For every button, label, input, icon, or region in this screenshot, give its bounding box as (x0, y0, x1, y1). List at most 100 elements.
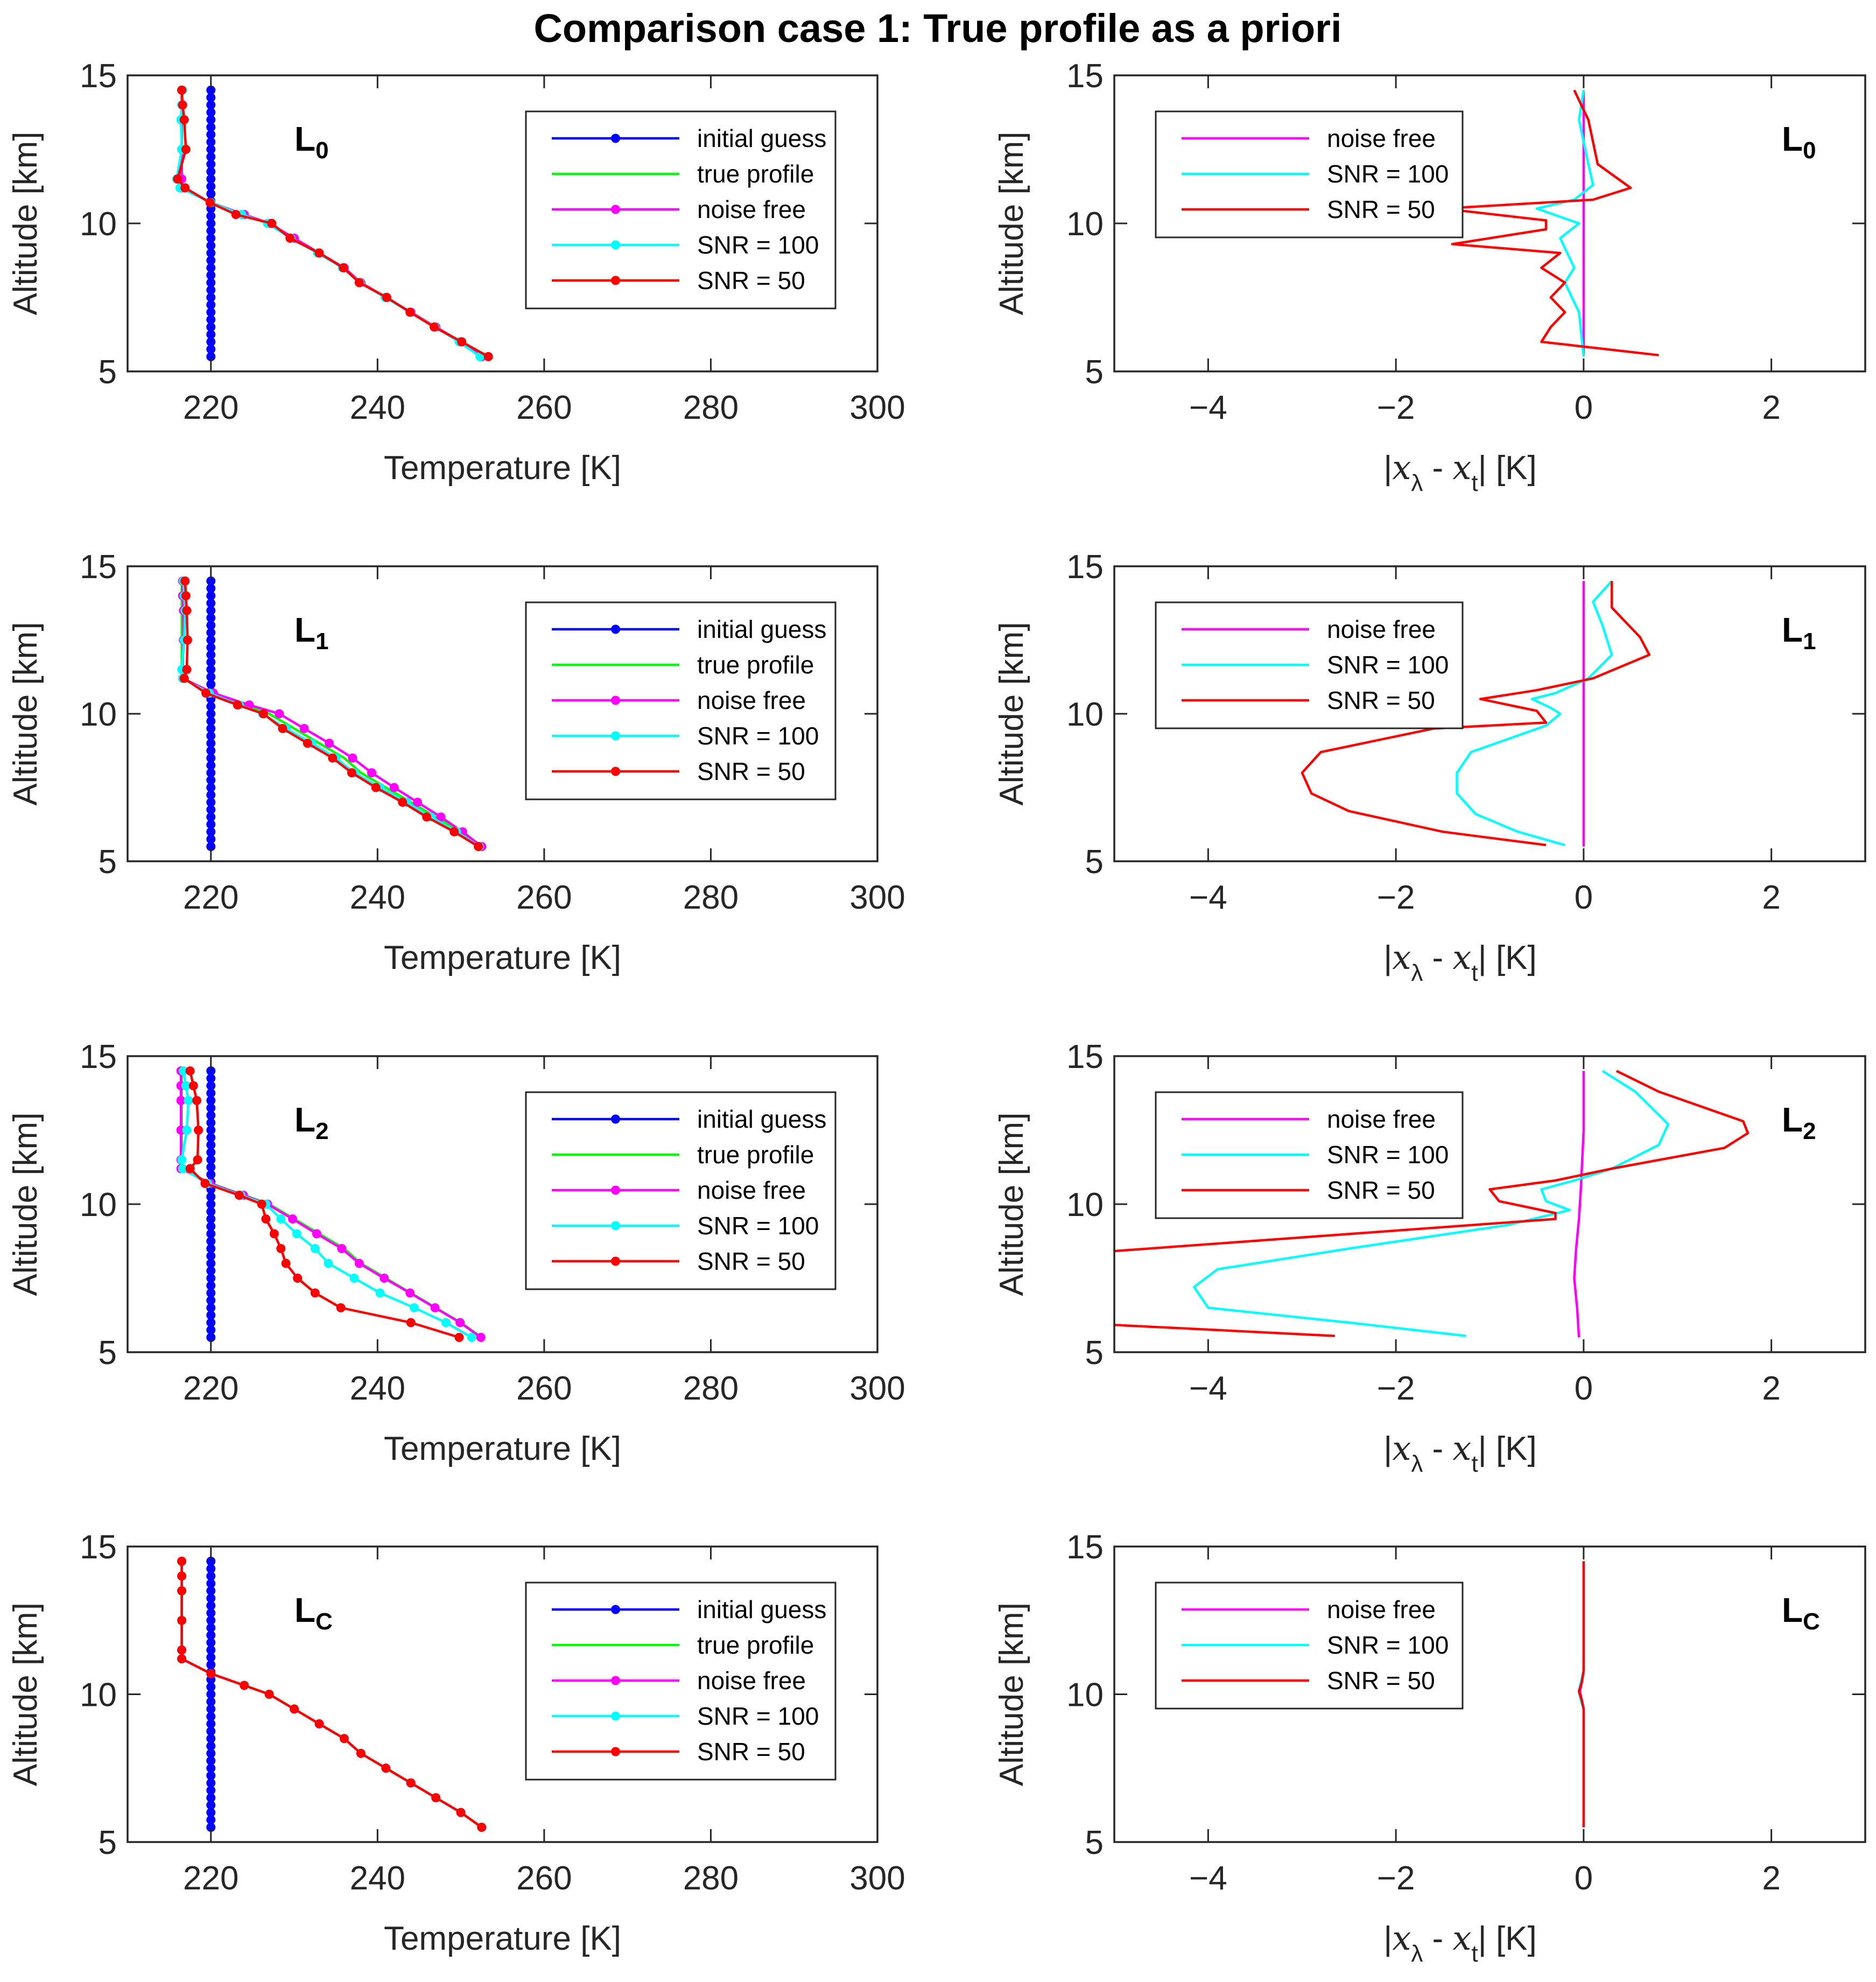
panel-label: LC (294, 1591, 333, 1635)
legend-entry-true_profile: true profile (697, 1631, 814, 1659)
data-point-initial_guess (206, 1148, 216, 1157)
data-point-snr100 (310, 1244, 320, 1253)
data-point-initial_guess (206, 746, 216, 755)
series-group (1301, 580, 1651, 847)
y-tick-label: 5 (99, 1824, 117, 1861)
data-point-initial_guess (206, 115, 216, 124)
data-point-initial_guess (206, 1303, 216, 1312)
legend-entry-initial_guess: initial guess (697, 1596, 826, 1623)
data-point-initial_guess (206, 1229, 216, 1239)
data-point-snr50 (188, 1081, 198, 1091)
data-point-initial_guess (206, 263, 216, 272)
data-point-snr50 (431, 1793, 441, 1803)
x-tick-label: 2 (1762, 389, 1780, 426)
data-point-snr50 (193, 1155, 202, 1164)
legend-entry-snr50: SNR = 50 (1327, 686, 1435, 714)
data-point-initial_guess (206, 709, 216, 719)
data-point-snr50 (285, 234, 295, 243)
data-point-initial_guess (206, 753, 216, 763)
legend-entry-snr50: SNR = 50 (1327, 195, 1435, 223)
y-axis-label: Altitude [km] (993, 1603, 1030, 1786)
panel-label-sub: C (1803, 1608, 1820, 1635)
x-tick-label: 220 (183, 389, 238, 426)
panel-label-main: L (1782, 1591, 1803, 1629)
x-tick-label: 0 (1575, 1860, 1593, 1897)
data-point-initial_guess (206, 1296, 216, 1305)
legend-entry-snr50: SNR = 50 (697, 1247, 805, 1275)
data-point-initial_guess (206, 86, 216, 95)
y-tick-label: 15 (1066, 1038, 1104, 1076)
data-point-initial_guess (206, 606, 216, 615)
panel-label: L0 (294, 120, 329, 164)
data-point-initial_guess (206, 1690, 216, 1699)
data-point-initial_guess (206, 1103, 216, 1113)
series-line-snr50 (188, 1071, 460, 1339)
legend-entry-snr100: SNR = 100 (697, 1702, 819, 1730)
data-point-initial_guess (206, 1214, 216, 1224)
data-point-snr50 (205, 198, 215, 207)
x-tick-label: 2 (1762, 1370, 1780, 1407)
data-point-initial_guess (206, 716, 216, 726)
data-point-snr50 (177, 1556, 187, 1566)
data-point-snr50 (347, 768, 356, 778)
data-point-initial_guess (206, 1073, 216, 1083)
x-axis-label-part: | [K] (1478, 1430, 1537, 1467)
series-line-noise_free (1573, 1071, 1585, 1338)
data-point-initial_guess (206, 1155, 216, 1164)
data-point-initial_guess (206, 100, 216, 110)
x-axis-label-part: | (1383, 449, 1392, 487)
data-point-snr50 (231, 210, 241, 219)
legend-entry-snr100: SNR = 100 (1327, 160, 1449, 188)
legend-marker-snr50 (611, 767, 620, 776)
series-group (177, 1556, 487, 1832)
data-point-snr50 (354, 278, 364, 287)
x-tick-label: 220 (183, 1860, 238, 1897)
panel-label: L1 (1782, 610, 1816, 655)
x-tick-label: 240 (350, 879, 405, 916)
x-tick-label: 240 (350, 1860, 405, 1897)
data-point-snr50 (269, 1229, 279, 1239)
x-axis-label-part: t (1471, 1941, 1478, 1967)
data-point-noise_free (455, 1318, 465, 1327)
data-point-initial_guess (206, 93, 216, 102)
data-point-snr50 (201, 688, 210, 698)
x-axis-label: Temperature [K] (384, 1920, 621, 1957)
data-point-initial_guess (206, 783, 216, 792)
panel-label-main: L (294, 120, 315, 158)
panel-label-main: L (294, 1100, 315, 1139)
data-point-initial_guess (206, 1756, 216, 1766)
data-point-snr50 (314, 248, 324, 258)
data-point-initial_guess (206, 285, 216, 295)
data-point-initial_guess (206, 723, 216, 733)
legend-entry-noise_free: noise free (1327, 124, 1436, 152)
x-axis-label-part: x (1392, 1918, 1411, 1958)
panel-label-sub: C (315, 1608, 333, 1635)
data-point-initial_guess (206, 1623, 216, 1633)
data-point-snr50 (206, 1669, 216, 1678)
legend: initial guess true profile noise free SNR =… (525, 601, 837, 800)
data-point-snr50 (192, 1096, 201, 1105)
data-point-snr50 (405, 307, 415, 317)
data-point-noise_free (380, 1274, 389, 1283)
data-point-initial_guess (206, 1126, 216, 1135)
y-tick-label: 5 (1085, 1824, 1104, 1861)
series-line-snr50 (1301, 581, 1651, 847)
data-point-snr50 (178, 100, 187, 110)
data-point-snr50 (257, 1199, 266, 1209)
data-point-initial_guess (206, 1615, 216, 1625)
data-point-snr50 (179, 673, 189, 683)
legend-entry-noise_free: noise free (697, 686, 806, 714)
data-point-snr50 (278, 723, 287, 733)
data-point-initial_guess (206, 1734, 216, 1744)
series-line-snr50 (1114, 1324, 1335, 1338)
x-axis-label-part: x (1392, 448, 1411, 487)
data-point-initial_guess (206, 152, 216, 161)
series-line-snr50 (180, 1561, 483, 1829)
y-tick-label: 15 (80, 1038, 117, 1076)
legend-entry-initial_guess: initial guess (697, 124, 826, 152)
legend-marker-snr100 (611, 1711, 620, 1721)
data-point-noise_free (354, 1259, 364, 1268)
data-point-snr50 (477, 1823, 487, 1832)
data-point-snr50 (336, 1303, 346, 1312)
